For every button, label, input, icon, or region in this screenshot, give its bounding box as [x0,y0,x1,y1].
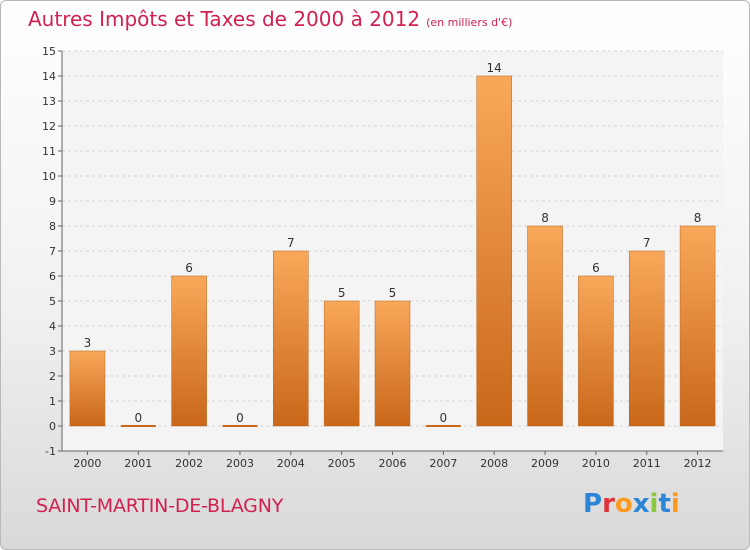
y-tick-label: -1 [45,445,56,458]
x-tick-label: 2008 [480,457,508,470]
y-tick-label: 7 [49,245,56,258]
bar [323,300,360,427]
bar-value-label: 5 [389,286,397,300]
x-tick-label: 2006 [379,457,407,470]
y-tick-label: 1 [49,395,56,408]
chart-title: Autres Impôts et Taxes de 2000 à 2012 (en… [28,7,512,31]
x-tick-label: 2002 [175,457,203,470]
y-tick-label: 12 [42,120,56,133]
bar-value-label: 0 [236,411,244,425]
commune-name: SAINT-MARTIN-DE-BLAGNY [36,495,284,517]
y-tick-label: 0 [49,420,56,433]
bar-value-label: 8 [541,211,549,225]
y-tick-label: 13 [42,95,56,108]
y-tick-label: 8 [49,220,56,233]
bar-value-label: 8 [694,211,702,225]
x-tick-label: 2001 [124,457,152,470]
bar-value-label: 3 [84,336,92,350]
y-tick-label: 15 [42,45,56,58]
y-tick-label: 10 [42,170,56,183]
proxiti-logo: Proxiti [583,489,680,519]
bar [69,350,106,427]
x-tick-label: 2004 [277,457,305,470]
x-tick-label: 2010 [582,457,610,470]
bar-value-label: 5 [338,286,346,300]
bar-value-label: 0 [440,411,448,425]
bar [374,300,411,427]
title-main: Autres Impôts et Taxes de 2000 à 2012 [28,7,421,31]
y-tick-label: 3 [49,345,56,358]
bar-value-label: 14 [487,61,502,75]
bar [425,425,461,427]
y-tick-label: 14 [42,70,56,83]
bar [222,425,258,427]
logo-letter: P [583,489,603,519]
logo-letter: i [670,489,680,519]
x-tick-label: 2007 [429,457,457,470]
bar-value-label: 7 [643,236,651,250]
x-tick-label: 2003 [226,457,254,470]
bar [171,275,207,427]
y-tick-label: 6 [49,270,56,283]
logo-letter: r [602,489,615,519]
bar [476,75,512,427]
bar [527,225,563,427]
x-tick-label: 2000 [73,457,101,470]
logo-letter: i [649,489,659,519]
x-tick-label: 2011 [633,457,661,470]
bar-value-label: 6 [592,261,600,275]
logo-letter: o [614,489,633,519]
bar [679,225,716,427]
bar [628,250,665,427]
x-tick-label: 2009 [531,457,559,470]
bar [273,250,309,427]
bar [578,275,614,427]
x-tick-label: 2005 [328,457,356,470]
bar-value-label: 7 [287,236,295,250]
y-tick-label: 2 [49,370,56,383]
bar [120,425,156,427]
bar-chart: -101234567891011121314153200002001620020… [42,45,723,470]
y-tick-label: 5 [49,295,56,308]
y-tick-label: 11 [42,145,56,158]
title-unit: (en milliers d'€) [426,16,513,29]
y-tick-label: 4 [49,320,56,333]
logo-letter: t [658,489,671,519]
y-tick-label: 9 [49,195,56,208]
bar-value-label: 6 [185,261,193,275]
x-tick-label: 2012 [684,457,712,470]
logo-letter: x [632,489,650,519]
bar-value-label: 0 [134,411,142,425]
